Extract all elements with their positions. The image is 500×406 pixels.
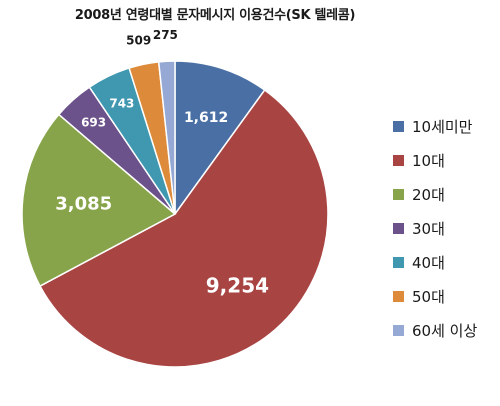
legend-label: 20대 bbox=[412, 185, 445, 204]
legend-swatch bbox=[393, 256, 404, 268]
legend-swatch bbox=[393, 222, 404, 234]
legend-swatch bbox=[393, 154, 404, 166]
chart-title: 2008년 연령대별 문자메시지 이용건수(SK 텔레콤) bbox=[74, 8, 356, 23]
legend-label: 50대 bbox=[412, 287, 445, 306]
legend-item-2: 20대 bbox=[393, 177, 477, 211]
data-label-5: 509 bbox=[126, 33, 151, 47]
legend-item-6: 60세 이상 bbox=[393, 313, 477, 347]
legend: 10세미만 10대 20대 30대 40대 50대 60세 이상 bbox=[393, 109, 477, 347]
data-label-3: 693 bbox=[81, 116, 106, 130]
data-label-4: 743 bbox=[109, 97, 134, 111]
legend-swatch bbox=[393, 188, 404, 200]
legend-label: 60세 이상 bbox=[412, 321, 478, 340]
pie-slice-1 bbox=[39, 88, 329, 368]
legend-label: 10대 bbox=[412, 151, 445, 170]
legend-item-5: 50대 bbox=[393, 279, 477, 313]
legend-swatch bbox=[393, 290, 404, 302]
legend-label: 10세미만 bbox=[412, 117, 473, 136]
legend-item-4: 40대 bbox=[393, 245, 477, 279]
pie-slice-2 bbox=[21, 113, 177, 288]
pie-slice-0 bbox=[174, 60, 266, 217]
data-label-2: 3,085 bbox=[55, 194, 112, 215]
data-label-0: 1,612 bbox=[184, 110, 228, 126]
pie-slice-6 bbox=[157, 60, 176, 215]
legend-swatch bbox=[393, 324, 404, 336]
data-label-1: 9,254 bbox=[206, 274, 269, 298]
legend-label: 40대 bbox=[412, 253, 445, 272]
legend-label: 30대 bbox=[412, 219, 445, 238]
data-label-6: 275 bbox=[153, 28, 178, 42]
legend-item-1: 10대 bbox=[393, 143, 477, 177]
legend-swatch bbox=[393, 120, 404, 132]
legend-item-3: 30대 bbox=[393, 211, 477, 245]
legend-item-0: 10세미만 bbox=[393, 109, 477, 143]
